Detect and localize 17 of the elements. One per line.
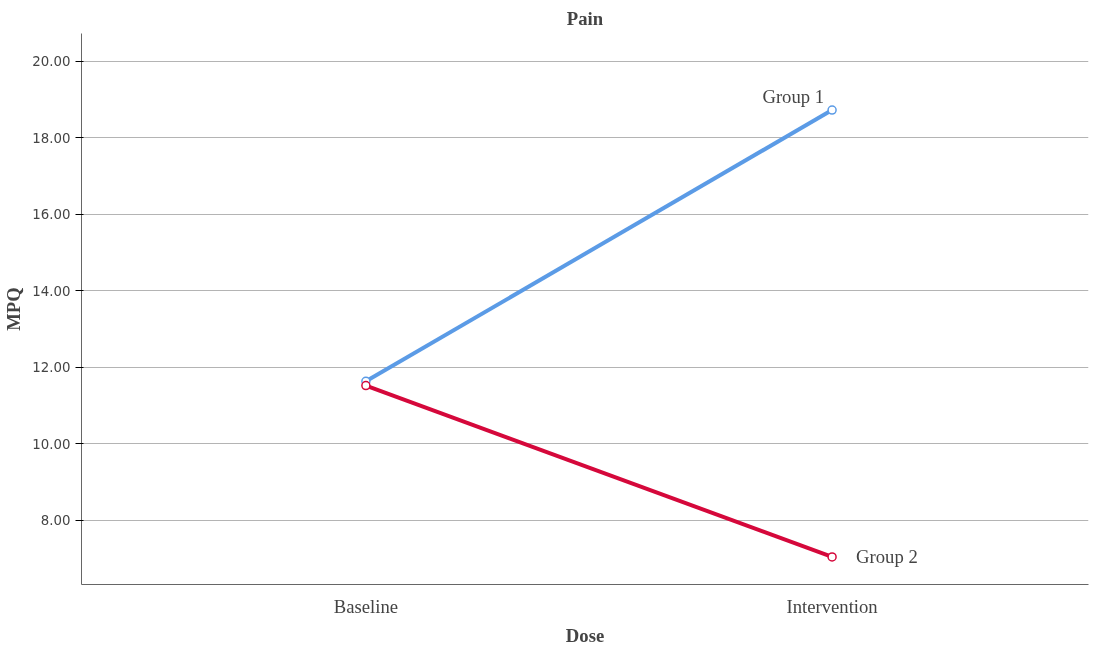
x-tick-label: Baseline	[333, 595, 399, 617]
y-tick-label: 10.00	[32, 436, 71, 452]
chart-title: Pain	[566, 7, 604, 29]
series-label: Group 1	[762, 85, 825, 107]
point	[827, 552, 837, 562]
y-axis-title: MPQ	[3, 287, 25, 331]
y-tick-label: 14.00	[32, 283, 71, 299]
x-axis-title: Dose	[565, 624, 605, 646]
y-tick-label: 18.00	[32, 130, 71, 146]
x-tick-label: Intervention	[786, 595, 879, 617]
series-label: Group 2	[856, 546, 918, 568]
y-tick-label: 12.00	[32, 360, 71, 376]
point	[827, 105, 837, 115]
y-tick-label: 16.00	[32, 207, 71, 223]
y-tick-label: 20.00	[32, 54, 71, 70]
point	[361, 380, 371, 391]
y-tick-label: 8.00	[40, 513, 71, 529]
